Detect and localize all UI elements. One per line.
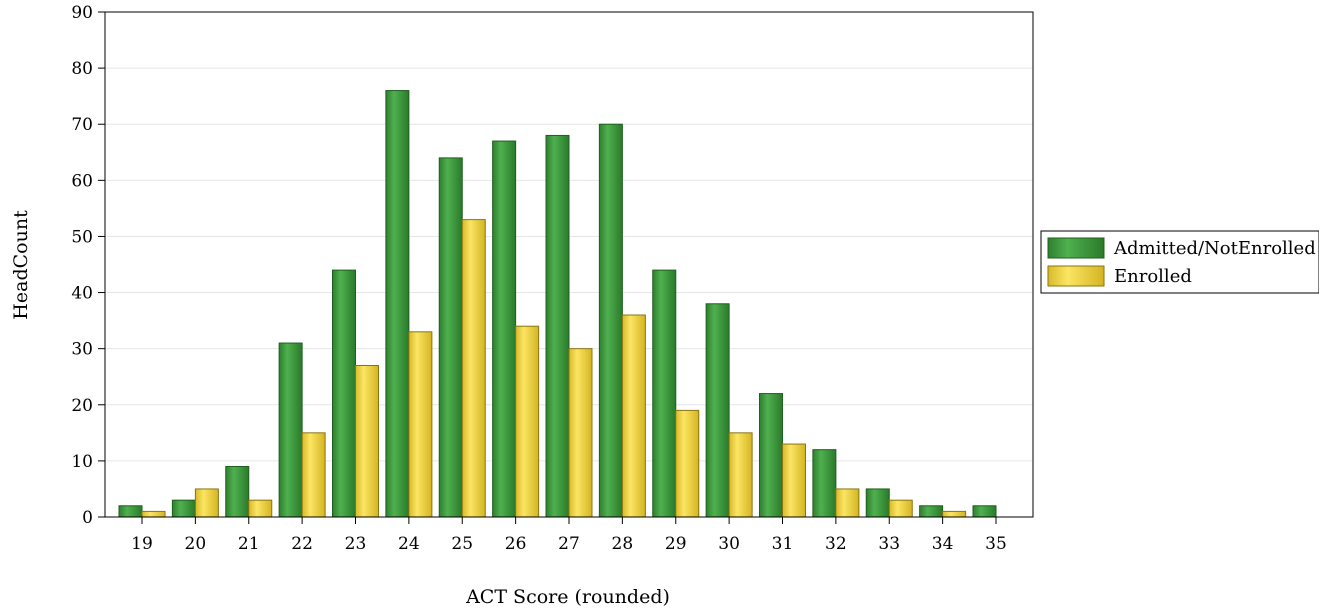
- x-tick-label: 26: [505, 534, 527, 554]
- bar-enrolled: [728, 432, 753, 518]
- bar-admitted-not-enrolled: [545, 134, 570, 518]
- legend-label: Enrolled: [1114, 266, 1192, 287]
- x-tick-label: 23: [345, 534, 367, 554]
- x-axis-title: ACT Score (rounded): [465, 586, 670, 608]
- x-tick-label: 33: [878, 534, 900, 554]
- bar-enrolled: [461, 219, 486, 518]
- x-tick-label: 30: [718, 534, 740, 554]
- bar-admitted-not-enrolled: [652, 269, 677, 518]
- bar-enrolled: [568, 348, 593, 518]
- bar-enrolled: [675, 409, 700, 518]
- x-tick-label: 19: [131, 534, 153, 554]
- x-tick-label: 31: [772, 534, 794, 554]
- bar-admitted-not-enrolled: [438, 157, 463, 518]
- bar-enrolled: [942, 510, 967, 518]
- bar-admitted-not-enrolled: [919, 505, 944, 518]
- bar-admitted-not-enrolled: [278, 342, 303, 518]
- y-tick-label: 80: [71, 59, 93, 79]
- bar-admitted-not-enrolled: [385, 90, 410, 518]
- x-tick-label: 28: [612, 534, 634, 554]
- x-tick-label: 22: [291, 534, 313, 554]
- y-tick-label: 90: [71, 3, 93, 23]
- bar-enrolled: [621, 314, 646, 518]
- bar-admitted-not-enrolled: [972, 505, 997, 518]
- y-tick-label: 20: [71, 396, 93, 416]
- bar-enrolled: [408, 331, 433, 518]
- x-tick-label: 29: [665, 534, 687, 554]
- x-tick-label: 34: [932, 534, 954, 554]
- bar-enrolled: [888, 499, 913, 518]
- x-tick-label: 20: [185, 534, 207, 554]
- legend-swatch: [1047, 237, 1105, 259]
- legend-label: Admitted/NotEnrolled: [1113, 238, 1316, 259]
- bar-enrolled: [835, 488, 860, 518]
- legend-swatch: [1047, 265, 1105, 287]
- bar-enrolled: [141, 510, 166, 518]
- bar-admitted-not-enrolled: [812, 449, 837, 518]
- axes: 0 10 20 30 40 50 60 70 80 90 19 20 21 22 23 24 25 26 27 28 2…: [71, 3, 1034, 554]
- bar-enrolled: [194, 488, 219, 518]
- x-tick-label: 32: [825, 534, 847, 554]
- y-tick-label: 10: [71, 452, 93, 472]
- x-tick-label: 35: [985, 534, 1007, 554]
- bar-admitted-not-enrolled: [171, 499, 196, 518]
- bar-admitted-not-enrolled: [598, 123, 623, 518]
- y-tick-label: 40: [71, 284, 93, 304]
- bar-admitted-not-enrolled: [118, 505, 143, 518]
- bar-admitted-not-enrolled: [759, 393, 783, 518]
- bar-enrolled: [301, 432, 326, 518]
- bar-enrolled: [515, 325, 540, 518]
- bar-admitted-not-enrolled: [705, 303, 730, 518]
- legend: Admitted/NotEnrolled Enrolled: [1040, 230, 1319, 294]
- x-tick-label: 21: [238, 534, 260, 554]
- bar-admitted-not-enrolled: [865, 488, 890, 518]
- y-tick-label: 30: [71, 340, 93, 360]
- x-tick-label: 25: [451, 534, 473, 554]
- y-axis-title: HeadCount: [10, 210, 32, 320]
- bar-enrolled: [782, 443, 806, 518]
- y-tick-label: 50: [71, 227, 93, 247]
- y-tick-label: 60: [71, 171, 93, 191]
- x-tick-label: 27: [558, 534, 580, 554]
- y-tick-label: 0: [82, 508, 93, 528]
- x-tick-label: 24: [398, 534, 420, 554]
- bar-admitted-not-enrolled: [332, 269, 356, 518]
- bar-enrolled: [248, 499, 273, 518]
- bar-enrolled: [355, 365, 379, 518]
- y-tick-label: 70: [71, 115, 93, 135]
- bar-admitted-not-enrolled: [492, 140, 517, 518]
- bar-admitted-not-enrolled: [225, 466, 250, 518]
- bars: [118, 90, 997, 518]
